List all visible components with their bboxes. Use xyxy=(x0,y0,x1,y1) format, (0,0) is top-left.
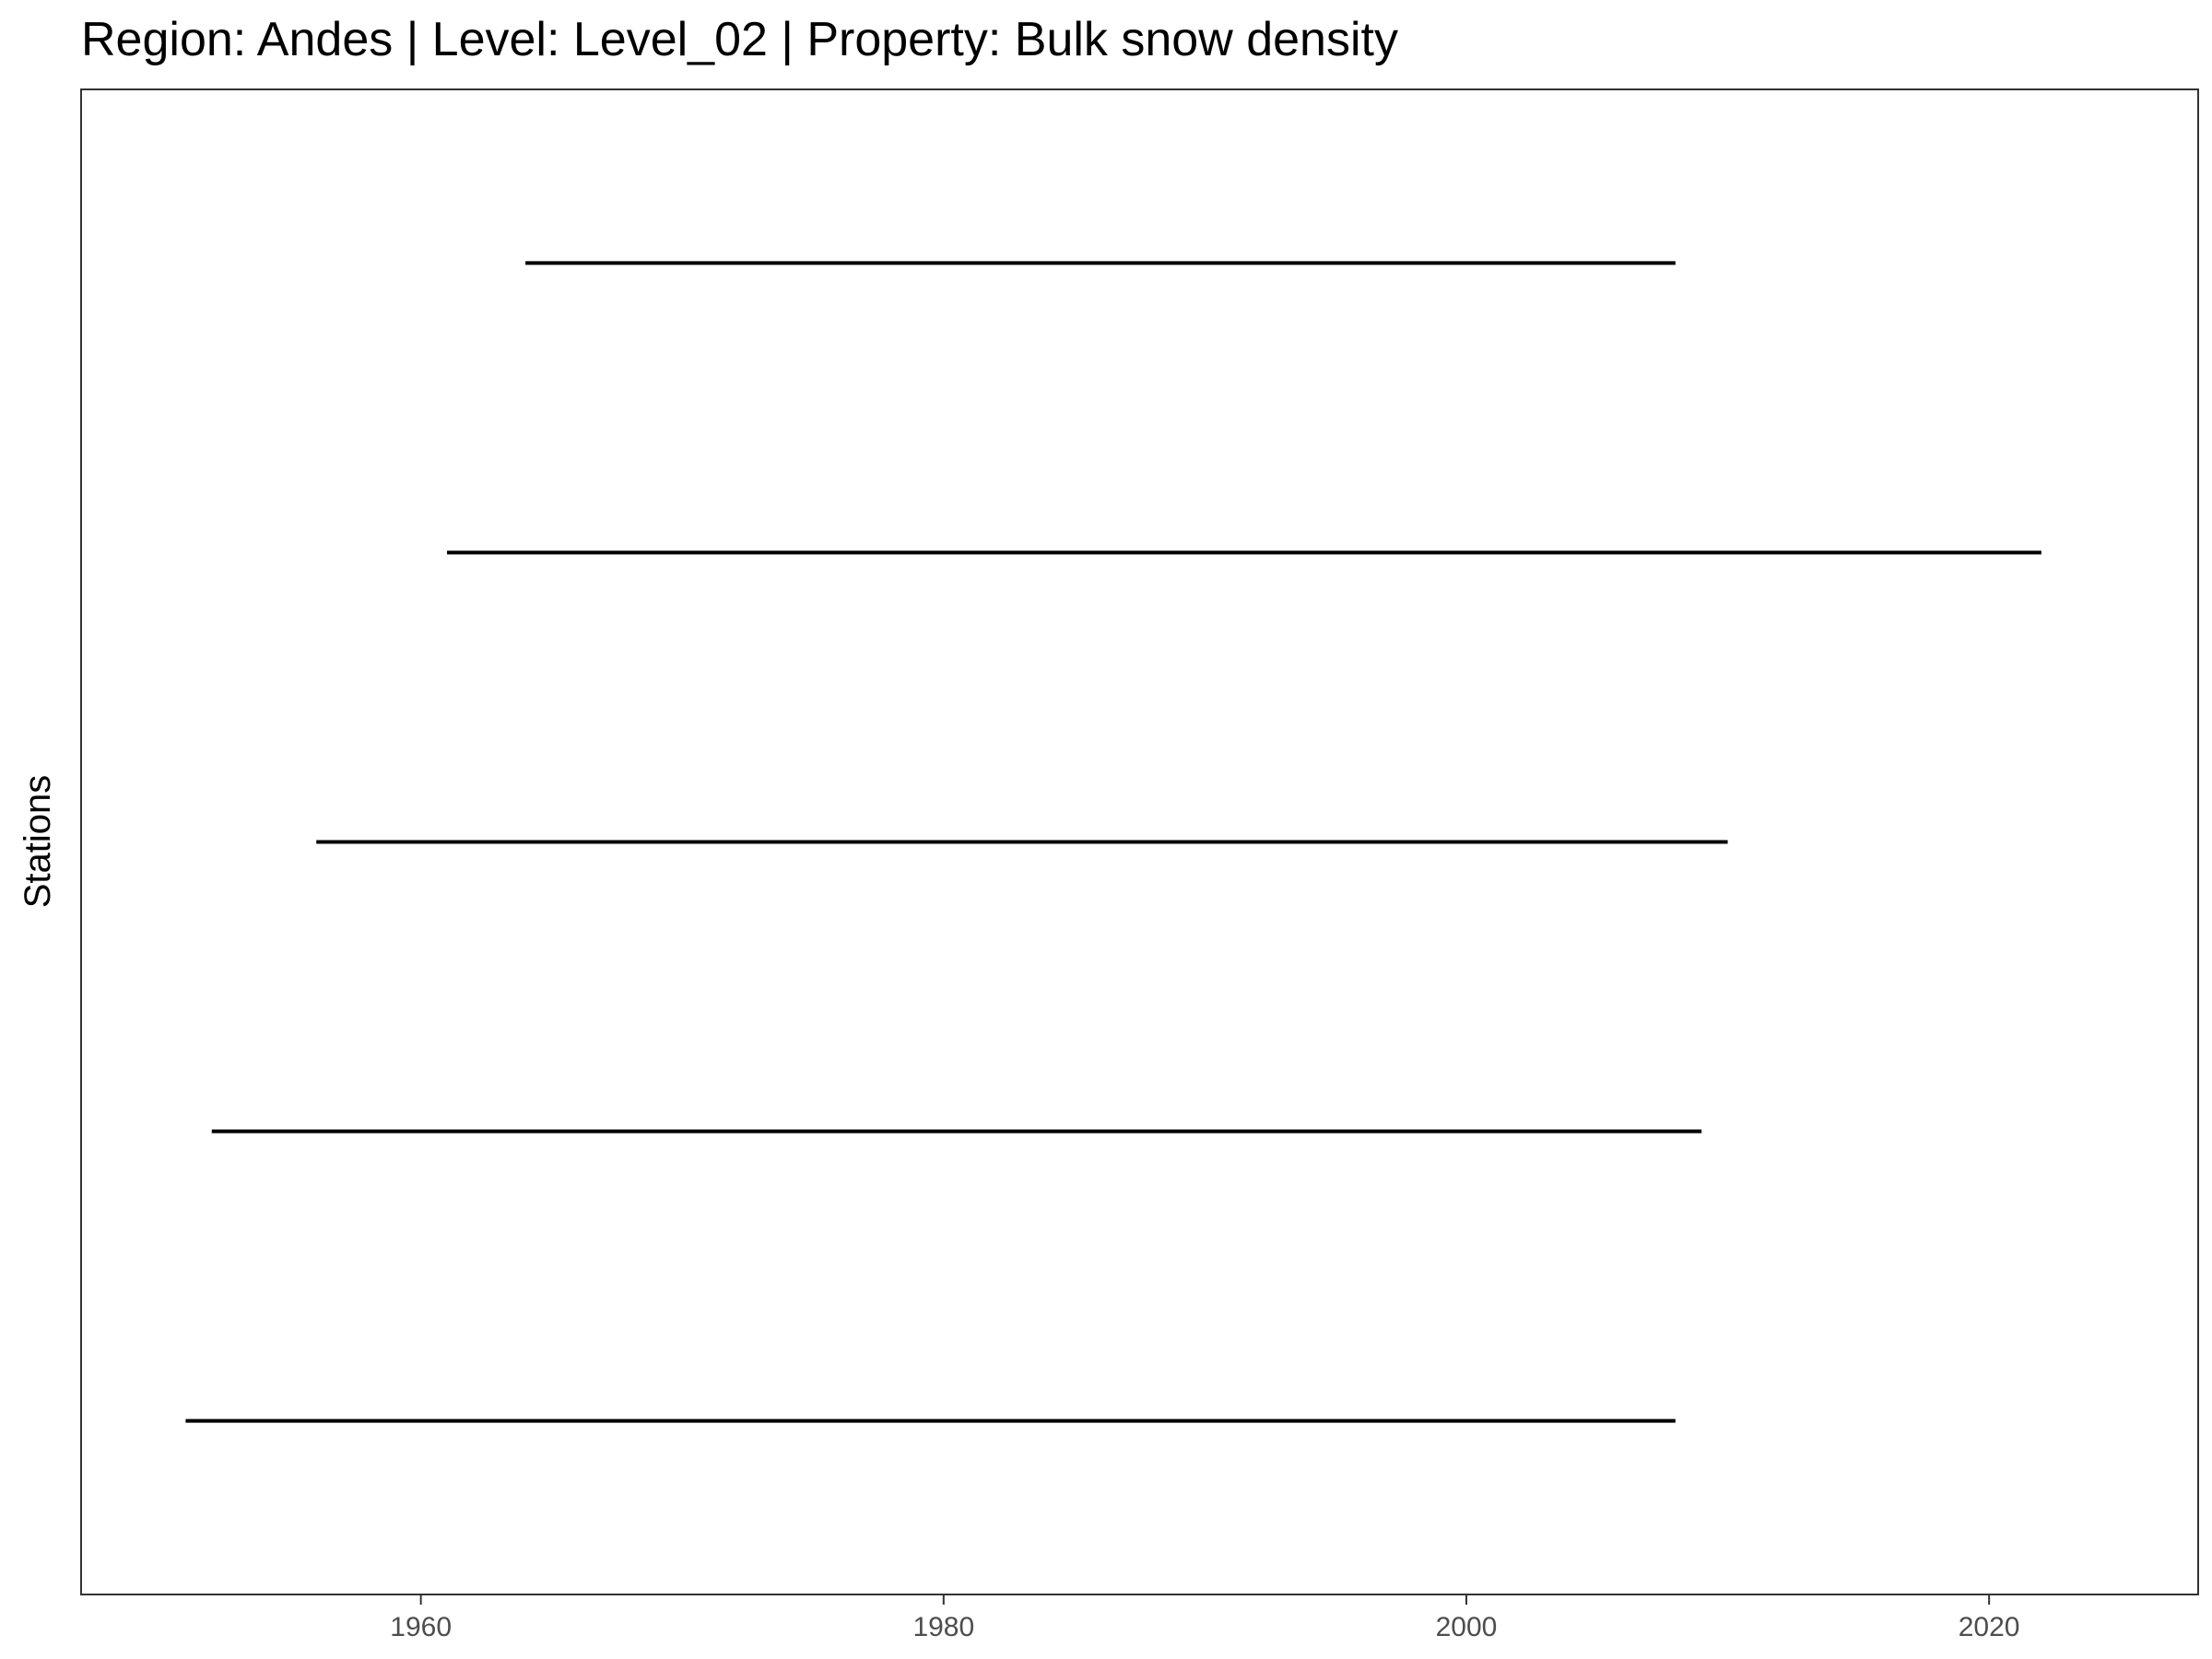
x-tick-label: 2000 xyxy=(1436,1612,1498,1642)
x-tick-label: 1960 xyxy=(390,1612,452,1642)
series-layer xyxy=(185,261,2041,1423)
y-axis-label: Stations xyxy=(18,775,58,909)
x-tick-label: 1980 xyxy=(912,1612,974,1642)
x-tick-label: 2020 xyxy=(1959,1612,2020,1642)
x-axis: 1960 1980 2000 2020 xyxy=(390,1594,2020,1642)
chart-title: Region: Andes | Level: Level_02 | Proper… xyxy=(81,13,1398,66)
